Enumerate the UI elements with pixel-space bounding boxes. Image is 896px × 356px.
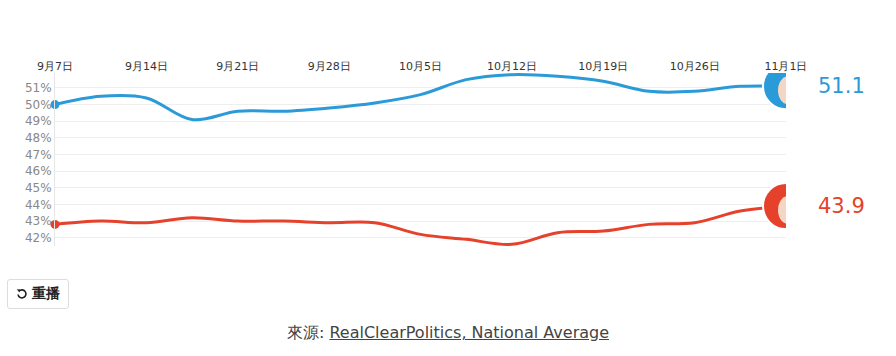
svg-text:44%: 44% <box>25 198 52 212</box>
html-text:重播: 重播 <box>32 285 60 301</box>
html-text:來源: RealClearPolitics, Nationa: 來源: RealClearPolitics, National Average <box>287 323 609 342</box>
svg-text:45%: 45% <box>25 181 52 195</box>
svg-text:43.9: 43.9 <box>818 194 865 218</box>
svg-text:10月5日: 10月5日 <box>399 60 442 73</box>
svg-text:9月28日: 9月28日 <box>308 60 351 73</box>
svg-text:51.1: 51.1 <box>818 74 865 98</box>
svg-text:46%: 46% <box>25 164 52 178</box>
svg-text:9月21日: 9月21日 <box>216 60 259 73</box>
svg-text:10月19日: 10月19日 <box>578 60 628 73</box>
svg-text:10月26日: 10月26日 <box>670 60 720 73</box>
svg-text:48%: 48% <box>25 131 52 145</box>
svg-text:49%: 49% <box>25 114 52 128</box>
svg-text:50%: 50% <box>25 98 52 112</box>
svg-text:43%: 43% <box>25 214 52 228</box>
svg-text:10月12日: 10月12日 <box>487 60 537 73</box>
svg-text:42%: 42% <box>25 231 52 245</box>
svg-text:51%: 51% <box>25 81 52 95</box>
svg-text:9月14日: 9月14日 <box>125 60 168 73</box>
svg-text:47%: 47% <box>25 148 52 162</box>
svg-text:11月1日: 11月1日 <box>765 60 808 73</box>
svg-text:9月7日: 9月7日 <box>37 60 73 73</box>
